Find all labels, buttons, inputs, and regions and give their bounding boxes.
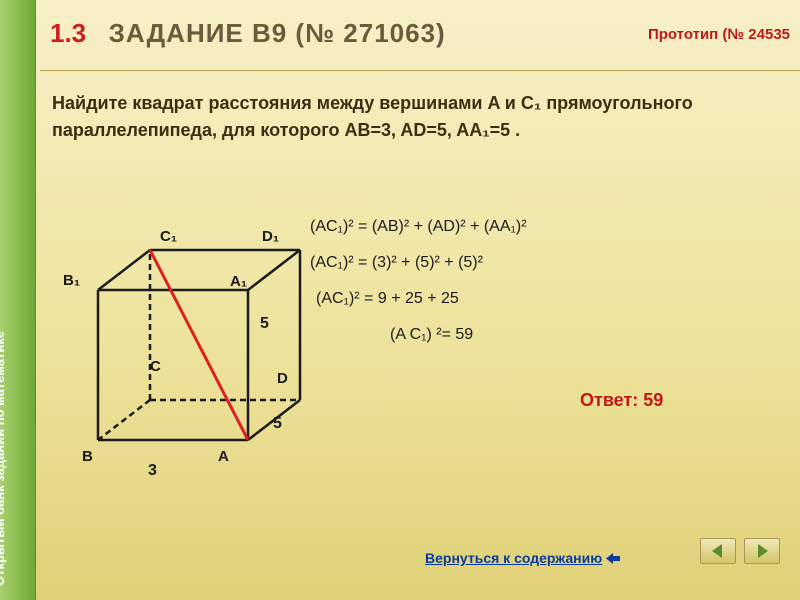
back-arrow-icon (606, 553, 620, 564)
vertex-label: B₁ (63, 272, 80, 289)
dimension-label: 5 (273, 415, 282, 433)
vertex-label: D (277, 370, 288, 387)
chevron-right-icon (754, 544, 770, 558)
task-number: 1.3 (50, 18, 86, 48)
calc-line-2: (AC₁)² = (3)² + (5)² + (5)² (310, 254, 770, 272)
calc-line-3: (AC₁)² = 9 + 25 + 25 (316, 290, 770, 308)
backlink-label: Вернуться к содержанию (425, 550, 602, 566)
vertex-label: B (82, 448, 93, 465)
nav-prev-button[interactable] (700, 538, 736, 564)
task-title: ЗАДАНИЕ В9 (№ 271063) (109, 18, 446, 48)
vertex-label: D₁ (262, 228, 279, 245)
problem-text: Найдите квадрат расстояния между вершина… (52, 90, 782, 144)
calculation-block: (AC₁)² = (AB)² + (AD)² + (AA₁)² (AC₁)² =… (310, 218, 770, 362)
vertex-label: C (150, 358, 161, 375)
calc-line-4: (A C₁) ²= 59 (390, 326, 770, 344)
calc-line-1: (AC₁)² = (AB)² + (AD)² + (AA₁)² (310, 218, 770, 236)
prototype-link[interactable]: Прототип (№ 24535 (648, 26, 790, 43)
cuboid-diagram: C₁ D₁ B₁ A₁ C D B A 5 5 3 (58, 230, 298, 520)
header: 1.3 ЗАДАНИЕ В9 (№ 271063) Прототип (№ 24… (50, 18, 790, 68)
dimension-label: 5 (260, 315, 269, 333)
dimension-label: 3 (148, 462, 157, 480)
answer-text: Ответ: 59 (580, 390, 663, 411)
vertex-label: A (218, 448, 229, 465)
nav-next-button[interactable] (744, 538, 780, 564)
sidebar-label: Открытый банк заданий по математике (0, 331, 7, 586)
vertex-label: C₁ (160, 228, 177, 245)
sidebar: Открытый банк заданий по математике (0, 0, 36, 600)
back-to-contents-link[interactable]: Вернуться к содержанию (425, 550, 620, 566)
header-divider (40, 70, 800, 71)
chevron-left-icon (710, 544, 726, 558)
vertex-label: A₁ (230, 273, 247, 290)
